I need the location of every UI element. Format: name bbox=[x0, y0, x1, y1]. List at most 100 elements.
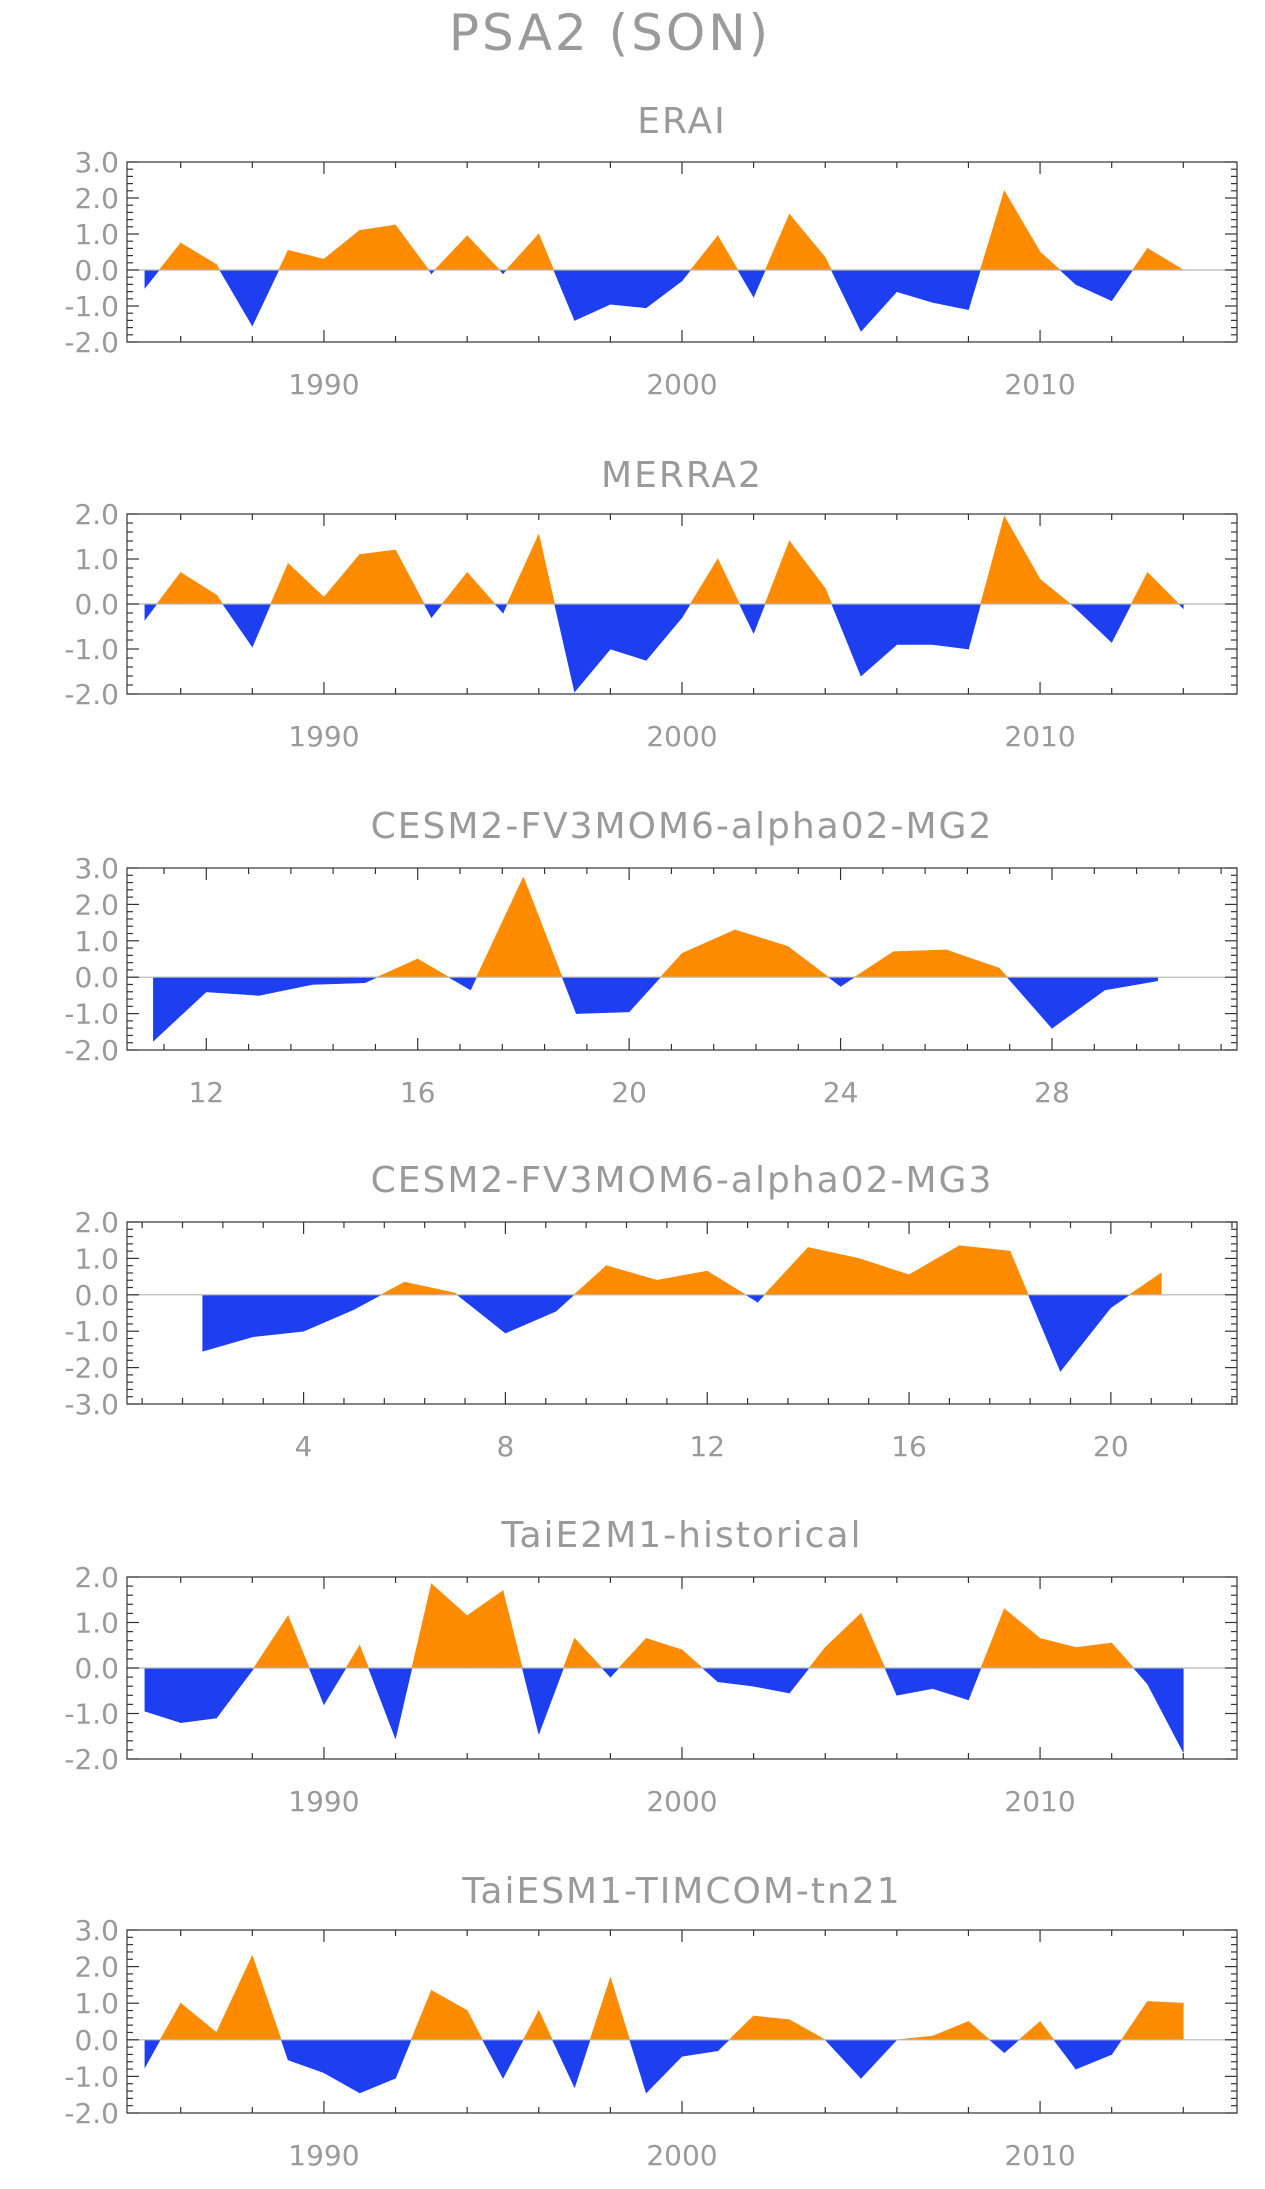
anomaly-area bbox=[753, 269, 766, 298]
anomaly-area bbox=[144, 269, 160, 289]
y-tick-label: 0.0 bbox=[74, 588, 119, 621]
anomaly-area bbox=[1059, 269, 1077, 286]
anomaly-area bbox=[824, 588, 833, 605]
x-tick-label: 8 bbox=[496, 1430, 514, 1463]
anomaly-area bbox=[359, 549, 396, 605]
anomaly-area bbox=[860, 603, 898, 677]
anomaly-area bbox=[216, 1955, 253, 2041]
anomaly-area bbox=[753, 603, 766, 634]
anomaly-area bbox=[376, 958, 419, 978]
anomaly-area bbox=[1178, 603, 1184, 610]
anomaly-area bbox=[380, 1281, 405, 1296]
anomaly-area bbox=[853, 951, 894, 978]
anomaly-area bbox=[159, 2002, 181, 2041]
y-tick-label: 2.0 bbox=[74, 182, 119, 215]
anomaly-area bbox=[1128, 1272, 1162, 1296]
anomaly-area bbox=[717, 558, 740, 605]
anomaly-area bbox=[441, 571, 468, 605]
anomaly-area bbox=[689, 557, 719, 605]
anomaly-area bbox=[1039, 251, 1061, 271]
anomaly-area bbox=[1121, 2000, 1148, 2041]
anomaly-area bbox=[1003, 189, 1041, 271]
anomaly-area bbox=[353, 1294, 382, 1310]
x-tick-label: 24 bbox=[823, 1076, 859, 1109]
anomaly-area bbox=[789, 2019, 827, 2041]
anomaly-area bbox=[538, 534, 555, 605]
y-tick-label: 0.0 bbox=[74, 961, 119, 994]
anomaly-area bbox=[932, 1667, 969, 1701]
panel-title: TaiE2M1-historical bbox=[500, 1515, 862, 1556]
y-tick-label: 1.0 bbox=[74, 1242, 119, 1275]
anomaly-area bbox=[589, 1977, 611, 2041]
anomaly-area bbox=[830, 269, 862, 332]
anomaly-area bbox=[1104, 976, 1158, 991]
anomaly-area bbox=[1053, 2039, 1077, 2070]
x-tick-label: 2010 bbox=[1004, 720, 1075, 753]
anomaly-area bbox=[601, 1667, 611, 1678]
y-tick-label: -1.0 bbox=[64, 2060, 119, 2093]
anomaly-area bbox=[1132, 247, 1148, 271]
x-tick-label: 16 bbox=[400, 1076, 436, 1109]
anomaly-area bbox=[757, 1294, 766, 1303]
anomaly-area bbox=[932, 269, 969, 310]
anomaly-area bbox=[144, 603, 158, 621]
anomaly-area bbox=[551, 2039, 575, 2088]
anomaly-area bbox=[1069, 603, 1077, 610]
y-tick-label: 1.0 bbox=[74, 925, 119, 958]
figure-title: PSA2 (SON) bbox=[449, 4, 771, 62]
anomaly-area bbox=[470, 976, 477, 991]
anomaly-area bbox=[1039, 578, 1072, 605]
anomaly-area bbox=[1018, 2020, 1041, 2041]
x-tick-label: 20 bbox=[611, 1076, 647, 1109]
anomaly-area bbox=[807, 1247, 859, 1296]
chart-panel-3: CESM2-FV3MOM6-alpha02-MG2 -2.0-1.0 0.01.0 2… bbox=[64, 806, 1238, 1109]
x-tick-label: 16 bbox=[891, 1430, 927, 1463]
anomaly-area bbox=[575, 976, 630, 1014]
anomaly-area bbox=[827, 976, 841, 987]
y-tick-label: 1.0 bbox=[74, 1607, 119, 1640]
anomaly-area bbox=[737, 269, 754, 299]
anomaly-area bbox=[323, 1667, 347, 1706]
anomaly-area bbox=[959, 1245, 1011, 1296]
anomaly-area bbox=[206, 976, 260, 996]
anomaly-area bbox=[706, 1270, 747, 1296]
anomaly-area bbox=[744, 1294, 759, 1303]
anomaly-area bbox=[270, 563, 289, 605]
anomaly-area bbox=[222, 603, 253, 648]
anomaly-area bbox=[574, 1637, 603, 1669]
y-tick-label: -1.0 bbox=[64, 290, 119, 323]
anomaly-area bbox=[554, 603, 575, 692]
y-tick-label: -2.0 bbox=[64, 1352, 119, 1385]
anomaly-area bbox=[701, 1667, 719, 1683]
anomaly-area bbox=[824, 2039, 862, 2079]
y-tick-label: -2.0 bbox=[64, 2097, 119, 2130]
panel-title: MERRA2 bbox=[601, 455, 763, 496]
anomaly-area bbox=[404, 1281, 456, 1296]
anomaly-area bbox=[1111, 1642, 1135, 1669]
anomaly-area bbox=[753, 1667, 790, 1694]
anomaly-area bbox=[645, 603, 683, 662]
anomaly-area bbox=[395, 549, 425, 605]
x-tick-label: 2010 bbox=[1004, 1785, 1075, 1818]
anomaly-area bbox=[323, 553, 361, 605]
anomaly-area bbox=[323, 2039, 361, 2094]
anomaly-area bbox=[303, 1294, 355, 1332]
plot-frame bbox=[126, 1221, 1238, 1405]
anomaly-area bbox=[364, 976, 378, 984]
chart-panel-1: ERAI -2.0-1.00.01.02.03.0 1990 2000 2010 bbox=[64, 101, 1238, 401]
anomaly-area bbox=[860, 1613, 886, 1669]
anomaly-area bbox=[1130, 572, 1148, 605]
y-tick-label: 0.0 bbox=[74, 254, 119, 287]
anomaly-area bbox=[502, 1590, 523, 1669]
anomaly-area bbox=[1147, 2001, 1184, 2041]
anomaly-area bbox=[1147, 1667, 1184, 1753]
anomaly-area bbox=[538, 1667, 564, 1735]
anomaly-area bbox=[287, 1615, 310, 1669]
anomaly-area bbox=[502, 603, 508, 614]
anomaly-area bbox=[681, 1649, 704, 1669]
y-tick-label: 2.0 bbox=[74, 888, 119, 921]
x-tick-label: 12 bbox=[689, 1430, 725, 1463]
anomaly-area bbox=[896, 603, 933, 645]
anomaly-area bbox=[323, 229, 361, 271]
anomaly-area bbox=[908, 1245, 960, 1296]
